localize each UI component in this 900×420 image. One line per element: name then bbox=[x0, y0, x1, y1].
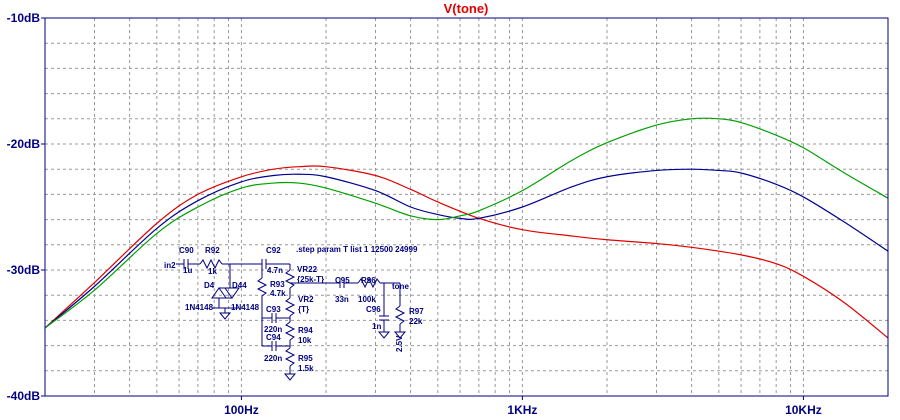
label-vr22: VR22 bbox=[297, 265, 318, 274]
label-in2: in2 bbox=[164, 261, 176, 270]
x-tick-label: 10KHz bbox=[785, 403, 822, 417]
y-tick-label: -10dB bbox=[7, 11, 41, 25]
series-line-1 bbox=[44, 165, 889, 339]
x-tick-label: 1KHz bbox=[507, 403, 537, 417]
label-r94-value: 10k bbox=[298, 336, 312, 345]
label-vr2-value: {T} bbox=[298, 305, 309, 314]
label-c93-value: 220n bbox=[264, 325, 282, 334]
label-r96: R96 bbox=[361, 276, 376, 285]
label-tone-node: tone bbox=[392, 282, 409, 291]
label-r93: R93 bbox=[270, 280, 285, 289]
y-tick-label: -20dB bbox=[7, 137, 41, 151]
schematic-directive: .step param T list 1 12500 24999 bbox=[296, 245, 418, 254]
label-c95-value: 33n bbox=[335, 295, 349, 304]
label-c94: C94 bbox=[266, 333, 281, 342]
label-c92: C92 bbox=[266, 246, 281, 255]
label-vr22-value: {25k-T} bbox=[297, 275, 324, 284]
label-c90: C90 bbox=[179, 246, 194, 255]
label-d4: D4 bbox=[204, 281, 215, 290]
traces bbox=[44, 117, 889, 339]
axis-ticks: -10dB -20dB -30dB -40dB 100Hz 1KHz 10KHz bbox=[7, 11, 822, 417]
label-c96-value: 1n bbox=[372, 322, 381, 331]
x-tick-label: 100Hz bbox=[224, 403, 259, 417]
label-d4-model: 1N4148 bbox=[185, 303, 214, 312]
schematic-labels: .step param T list 1 12500 24999 in2 C90… bbox=[164, 245, 424, 373]
label-r97-value: 22k bbox=[409, 317, 423, 326]
label-r96-value: 100k bbox=[358, 295, 376, 304]
label-c96: C96 bbox=[366, 305, 381, 314]
label-voltage: 2.5V bbox=[395, 335, 404, 352]
label-c90-value: 1u bbox=[183, 266, 192, 275]
label-r95: R95 bbox=[298, 354, 313, 363]
label-c93: C93 bbox=[266, 305, 281, 314]
label-vr2: VR2 bbox=[298, 295, 314, 304]
label-r95-value: 1.5k bbox=[298, 364, 314, 373]
label-r97: R97 bbox=[409, 307, 424, 316]
label-c95: C95 bbox=[335, 276, 350, 285]
label-r92: R92 bbox=[205, 246, 220, 255]
chart-title: V(tone) bbox=[444, 1, 489, 16]
label-c94-value: 220n bbox=[264, 354, 282, 363]
y-tick-label: -40dB bbox=[7, 389, 41, 403]
label-r93-value: 4.7k bbox=[270, 289, 286, 298]
label-r92-value: 1k bbox=[208, 267, 217, 276]
label-d44: D44 bbox=[232, 281, 247, 290]
circuit-schematic bbox=[176, 258, 407, 381]
plot-frame bbox=[44, 17, 889, 397]
series-line-3 bbox=[44, 117, 889, 329]
label-c92-value: 4.7n bbox=[267, 266, 283, 275]
series-line-2 bbox=[44, 168, 889, 329]
grid bbox=[45, 18, 888, 396]
label-r94: R94 bbox=[298, 326, 313, 335]
label-d44-model: 1N4148 bbox=[231, 303, 260, 312]
y-tick-label: -30dB bbox=[7, 263, 41, 277]
